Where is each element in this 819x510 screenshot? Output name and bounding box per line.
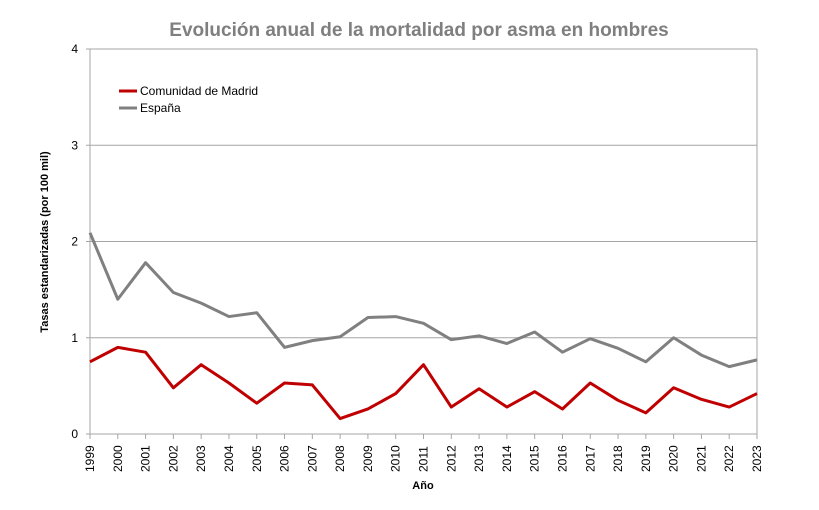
y-tick-label: 0 [71,427,78,441]
x-tick-label: 2002 [166,445,180,472]
x-tick-label: 2006 [278,445,292,472]
x-tick-label: 2021 [694,445,708,472]
x-tick-label: 2011 [417,446,431,472]
grid [89,48,758,435]
y-ticks: 0 1 2 3 4 [71,42,90,441]
x-tick-label: 2009 [361,445,375,472]
y-tick-label: 3 [71,138,78,152]
x-tick-label: 2010 [389,445,403,472]
x-axis-label: Año [412,480,434,492]
x-tick-label: 2005 [250,445,264,472]
x-tick-label: 2016 [555,445,569,472]
legend-label-madrid: Comunidad de Madrid [140,84,258,98]
y-tick-label: 2 [71,235,78,249]
x-tick-label: 2003 [194,445,208,472]
y-tick-label: 1 [71,331,78,345]
x-tick-label: 2008 [333,445,347,472]
x-tick-label: 2000 [111,445,125,472]
chart-title: Evolución anual de la mortalidad por asm… [169,20,668,41]
series-lines [88,232,758,421]
legend: Comunidad de Madrid España [119,84,258,115]
x-tick-label: 2014 [500,445,514,472]
x-tick-label: 2015 [528,445,542,472]
y-tick-label: 4 [71,42,78,56]
series-line-madrid [89,345,758,421]
x-tick-label: 2007 [305,445,319,472]
x-ticks: 1999 2000 2001 2002 2003 2004 2005 2006 2007 2008… [83,434,764,472]
legend-label-espana: España [140,101,181,115]
x-tick-label: 2023 [750,445,764,472]
x-tick-label: 2022 [722,445,736,472]
x-tick-label: 1999 [83,445,97,472]
x-tick-label: 2019 [639,445,653,472]
x-tick-label: 2017 [583,445,597,472]
series-line-espana [88,232,758,369]
x-tick-label: 2020 [667,445,681,472]
x-tick-label: 2018 [611,445,625,472]
y-axis-label: Tasas estandarizadas (por 100 mil) [39,151,51,333]
x-tick-label: 2004 [222,445,236,472]
x-tick-label: 2012 [444,445,458,472]
x-tick-label: 2013 [472,445,486,472]
x-tick-label: 2001 [139,445,153,472]
